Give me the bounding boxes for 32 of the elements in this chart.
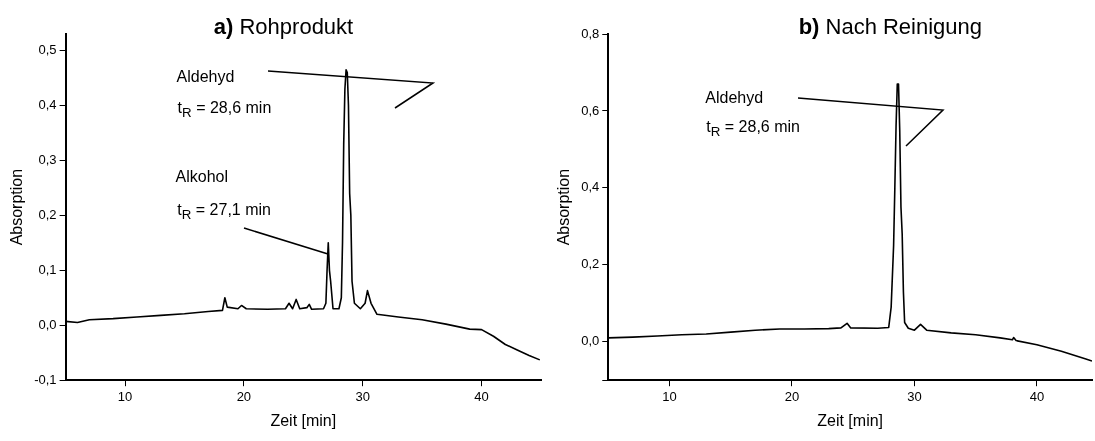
y-tick-label: 0,0: [38, 316, 57, 332]
chart-title: b) Nach Reinigung: [798, 14, 983, 40]
y-tick-label: 0,0: [581, 333, 600, 349]
x-tick-label: 40: [1029, 388, 1045, 404]
y-tick-label: 0,3: [38, 151, 57, 167]
annotation: Aldehyd: [176, 68, 235, 86]
y-tick-label: 0,6: [581, 102, 600, 118]
y-tick-label: 0,2: [581, 256, 600, 272]
annotation: t$_{R}$ = 27,1 min: [177, 200, 271, 224]
y-tick-label: -0,1: [34, 371, 57, 387]
y-axis-title: Absorption: [8, 168, 26, 246]
x-tick-label: 40: [474, 388, 489, 404]
x-tick-label: 20: [784, 388, 800, 404]
y-axis-title: Absorption: [555, 168, 573, 246]
x-tick-label: 30: [907, 388, 922, 404]
x-tick-label: 30: [355, 388, 370, 404]
y-tick-label: 0,8: [581, 25, 600, 41]
annotation: Aldehyd: [705, 89, 764, 107]
y-tick-label: 0,2: [38, 206, 57, 222]
chart-title: a) Rohprodukt: [213, 14, 354, 40]
x-tick-label: 10: [662, 388, 677, 404]
y-tick-label: 0,4: [38, 97, 57, 113]
x-tick-label: 20: [236, 388, 252, 404]
x-tick-label: 10: [117, 388, 133, 404]
y-tick-label: 0,5: [38, 42, 57, 58]
x-axis-title: Zeit [min]: [817, 411, 884, 429]
x-axis-title: Zeit [min]: [270, 411, 337, 429]
y-tick-label: 0,1: [38, 261, 57, 277]
annotation: Alkohol: [175, 168, 229, 186]
y-tick-label: 0,4: [581, 179, 600, 195]
annotation: t$_{R}$ = 28,6 min: [706, 118, 800, 142]
annotation: t$_{R}$ = 28,6 min: [177, 99, 272, 123]
